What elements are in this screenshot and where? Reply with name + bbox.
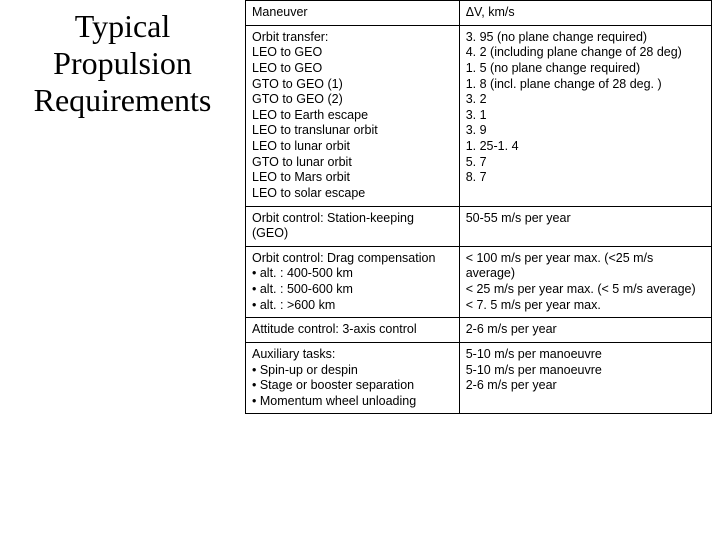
cell-deltav: 50-55 m/s per year bbox=[459, 206, 711, 246]
header-maneuver: Maneuver bbox=[246, 1, 460, 26]
cell-deltav: < 100 m/s per year max. (<25 m/s average… bbox=[459, 246, 711, 318]
cell-maneuver: Orbit transfer:LEO to GEOLEO to GEOGTO t… bbox=[246, 25, 460, 206]
line: LEO to solar escape bbox=[252, 186, 453, 202]
table-header-row: Maneuver ΔV, km/s bbox=[246, 1, 712, 26]
line: 8. 7 bbox=[466, 170, 705, 186]
line: Orbit control: Station-keeping (GEO) bbox=[252, 211, 453, 242]
line: Orbit transfer: bbox=[252, 30, 453, 46]
line: 3. 2 bbox=[466, 92, 705, 108]
line: Orbit control: Drag compensation bbox=[252, 251, 453, 267]
line: 3. 9 bbox=[466, 123, 705, 139]
line: LEO to lunar orbit bbox=[252, 139, 453, 155]
line: GTO to lunar orbit bbox=[252, 155, 453, 171]
line: 2-6 m/s per year bbox=[466, 378, 705, 394]
line: 3. 95 (no plane change required) bbox=[466, 30, 705, 46]
page-title: Typical Propulsion Requirements bbox=[2, 8, 243, 118]
line: 5. 7 bbox=[466, 155, 705, 171]
line: • Momentum wheel unloading bbox=[252, 394, 453, 410]
line: LEO to Mars orbit bbox=[252, 170, 453, 186]
line: • alt. : 500-600 km bbox=[252, 282, 453, 298]
line: Attitude control: 3-axis control bbox=[252, 322, 453, 338]
line: 2-6 m/s per year bbox=[466, 322, 705, 338]
line: 1. 25-1. 4 bbox=[466, 139, 705, 155]
cell-deltav: 2-6 m/s per year bbox=[459, 318, 711, 343]
line: • alt. : 400-500 km bbox=[252, 266, 453, 282]
line: 4. 2 (including plane change of 28 deg) bbox=[466, 45, 705, 61]
line: • Stage or booster separation bbox=[252, 378, 453, 394]
line: 1. 8 (incl. plane change of 28 deg. ) bbox=[466, 77, 705, 93]
title-block: Typical Propulsion Requirements bbox=[0, 0, 245, 540]
cell-maneuver: Auxiliary tasks:• Spin-up or despin• Sta… bbox=[246, 342, 460, 414]
line: LEO to GEO bbox=[252, 45, 453, 61]
line: LEO to Earth escape bbox=[252, 108, 453, 124]
line: GTO to GEO (1) bbox=[252, 77, 453, 93]
table-row: Orbit control: Drag compensation• alt. :… bbox=[246, 246, 712, 318]
line: LEO to translunar orbit bbox=[252, 123, 453, 139]
table-row: Attitude control: 3-axis control 2-6 m/s… bbox=[246, 318, 712, 343]
line: LEO to GEO bbox=[252, 61, 453, 77]
line: 3. 1 bbox=[466, 108, 705, 124]
line: < 25 m/s per year max. (< 5 m/s average) bbox=[466, 282, 705, 298]
line: < 100 m/s per year max. (<25 m/s average… bbox=[466, 251, 705, 282]
header-deltav: ΔV, km/s bbox=[459, 1, 711, 26]
line: < 7. 5 m/s per year max. bbox=[466, 298, 705, 314]
table-row: Auxiliary tasks:• Spin-up or despin• Sta… bbox=[246, 342, 712, 414]
line: Auxiliary tasks: bbox=[252, 347, 453, 363]
table-row: Orbit transfer:LEO to GEOLEO to GEOGTO t… bbox=[246, 25, 712, 206]
line: • alt. : >600 km bbox=[252, 298, 453, 314]
line: 1. 5 (no plane change required) bbox=[466, 61, 705, 77]
line: 5-10 m/s per manoeuvre bbox=[466, 363, 705, 379]
cell-deltav: 3. 95 (no plane change required)4. 2 (in… bbox=[459, 25, 711, 206]
cell-deltav: 5-10 m/s per manoeuvre5-10 m/s per manoe… bbox=[459, 342, 711, 414]
line: • Spin-up or despin bbox=[252, 363, 453, 379]
cell-maneuver: Attitude control: 3-axis control bbox=[246, 318, 460, 343]
propulsion-table: Maneuver ΔV, km/s Orbit transfer:LEO to … bbox=[245, 0, 712, 414]
cell-maneuver: Orbit control: Station-keeping (GEO) bbox=[246, 206, 460, 246]
table-block: Maneuver ΔV, km/s Orbit transfer:LEO to … bbox=[245, 0, 720, 540]
line: GTO to GEO (2) bbox=[252, 92, 453, 108]
line: 5-10 m/s per manoeuvre bbox=[466, 347, 705, 363]
cell-maneuver: Orbit control: Drag compensation• alt. :… bbox=[246, 246, 460, 318]
line: 50-55 m/s per year bbox=[466, 211, 705, 227]
table-row: Orbit control: Station-keeping (GEO) 50-… bbox=[246, 206, 712, 246]
